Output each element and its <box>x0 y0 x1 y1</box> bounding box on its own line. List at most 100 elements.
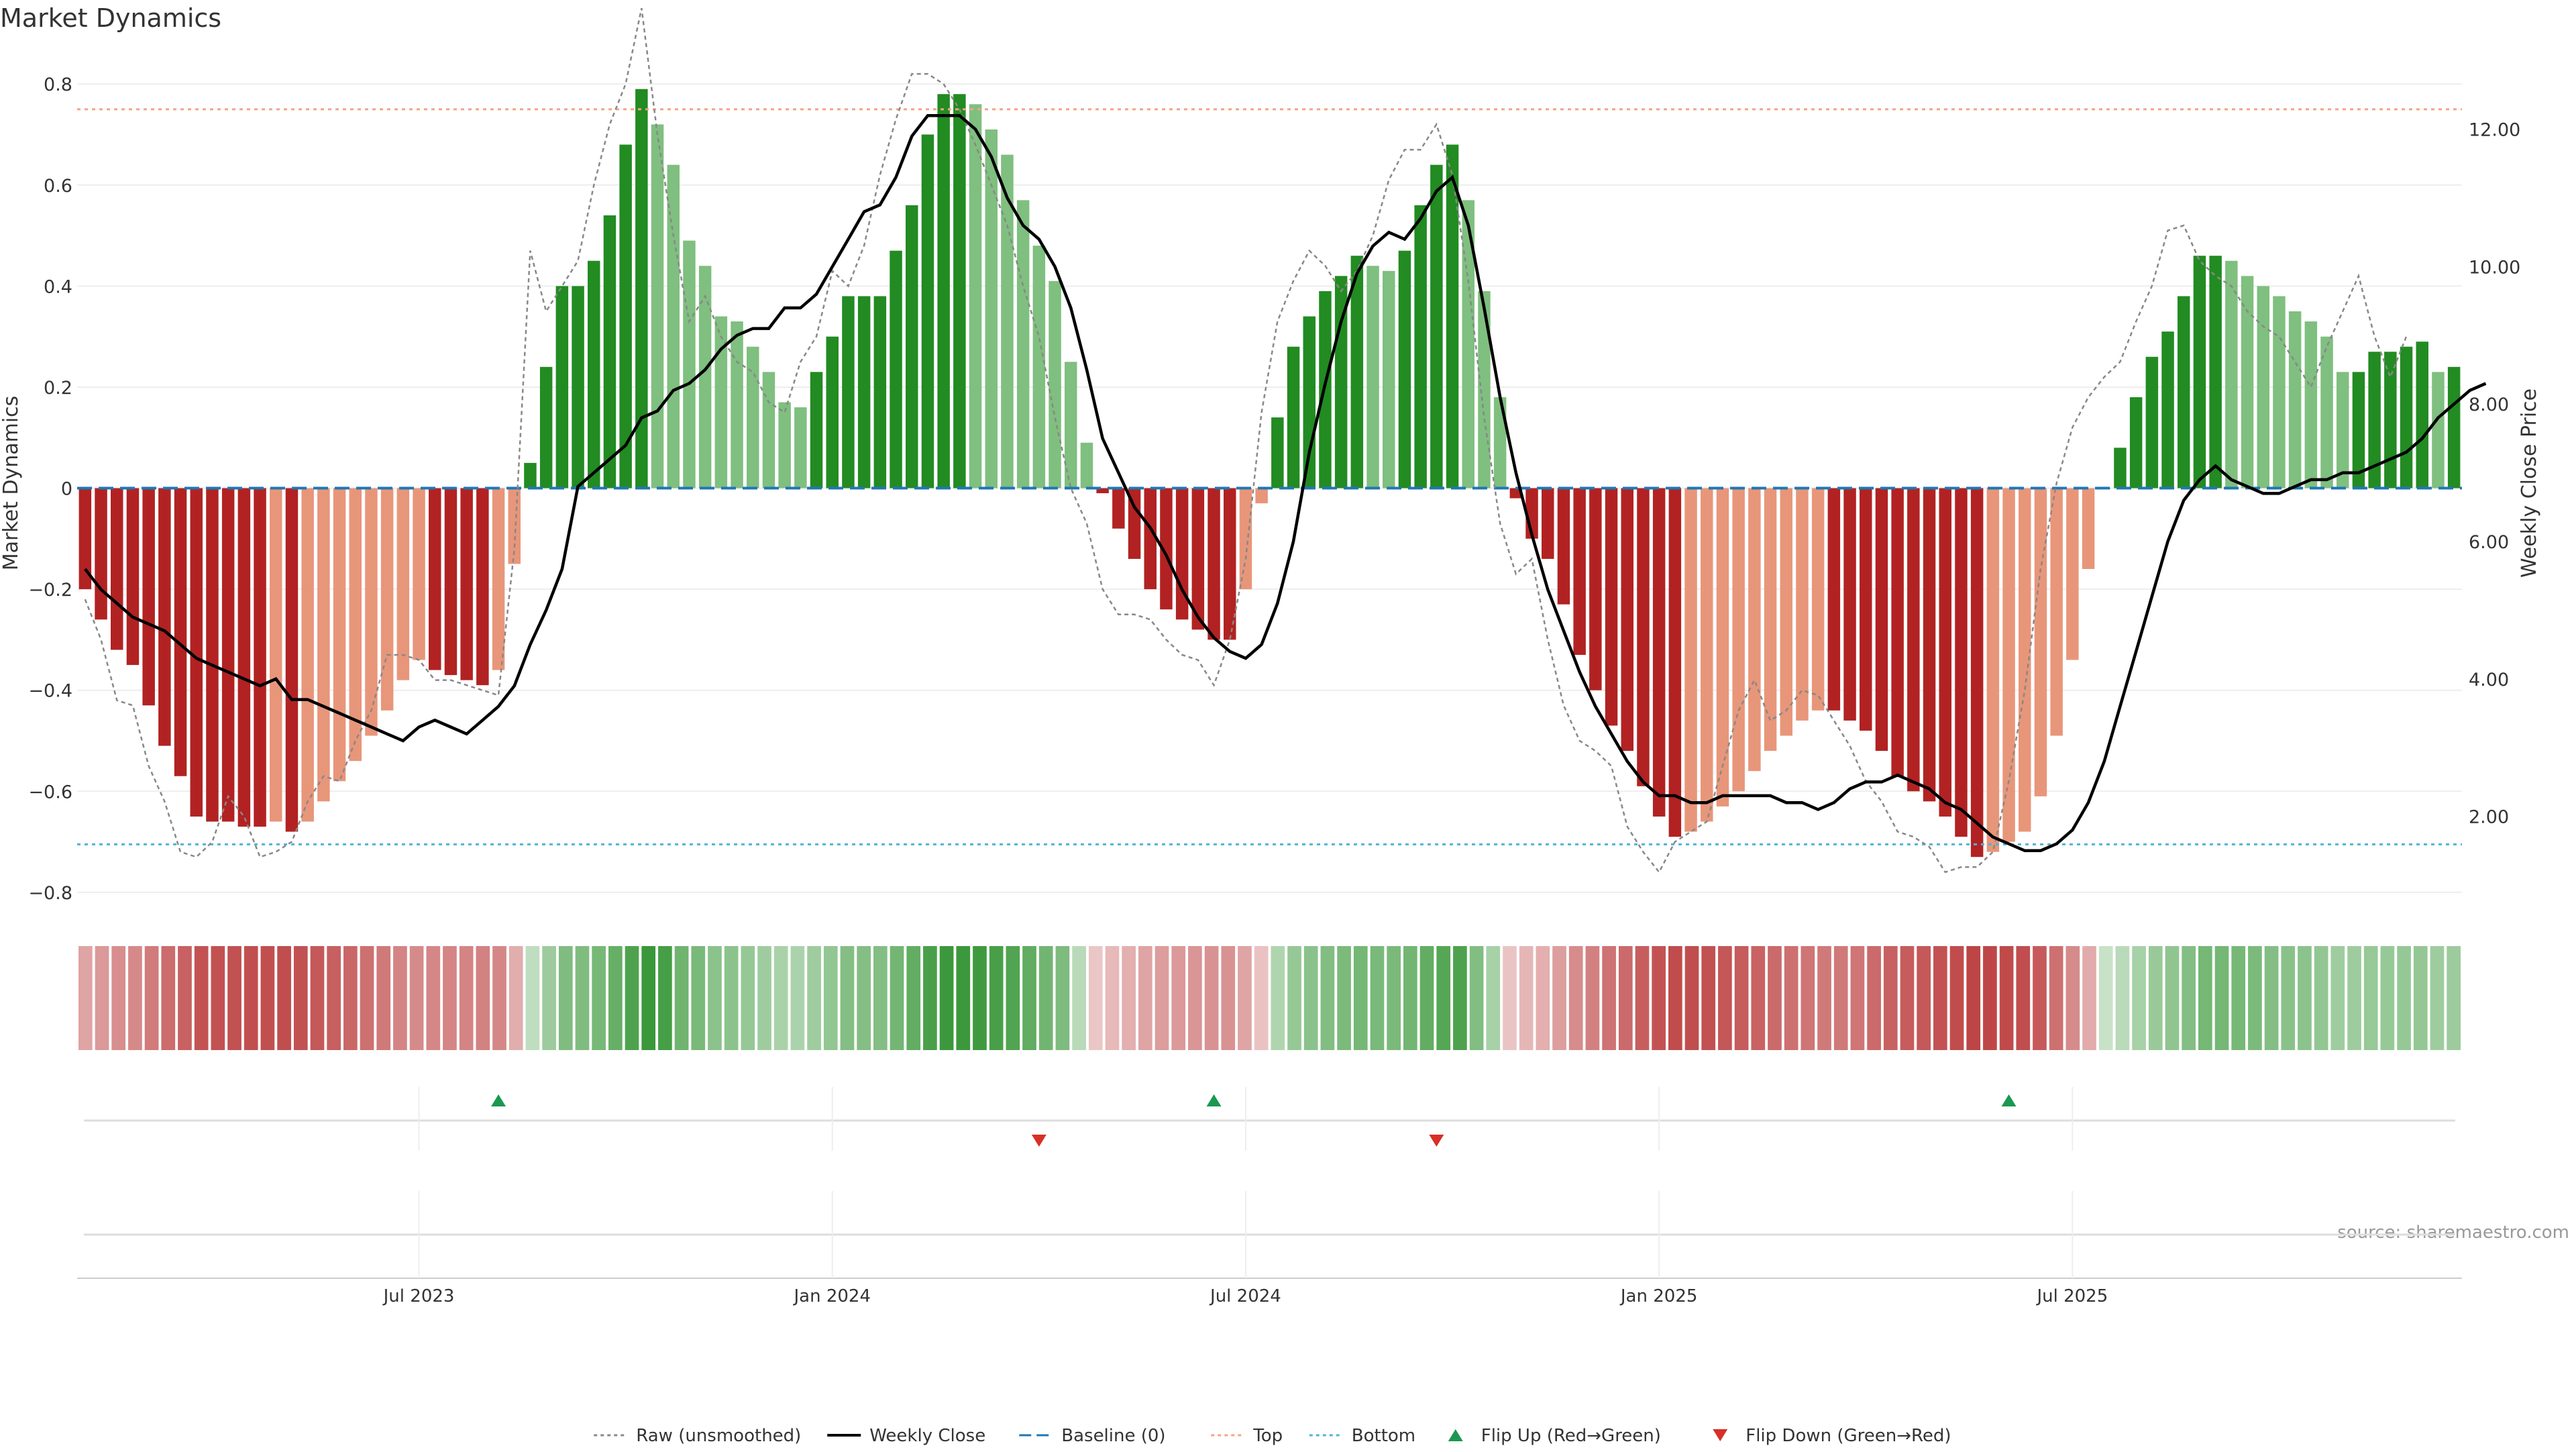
bar <box>794 407 807 488</box>
bar <box>747 346 759 488</box>
bar <box>826 336 839 488</box>
bar <box>413 488 425 660</box>
legend-label: Flip Up (Red→Green) <box>1481 1426 1661 1446</box>
x-tick-label: Jul 2023 <box>382 1286 455 1306</box>
heatmap-cell <box>857 946 871 1050</box>
bar <box>1160 488 1173 610</box>
heatmap-cell <box>2065 946 2080 1050</box>
heatmap-cell <box>508 946 523 1050</box>
heatmap-cell <box>409 946 424 1050</box>
bar <box>873 296 887 488</box>
bar <box>1303 316 1316 488</box>
bar <box>2304 321 2318 488</box>
heatmap-cell <box>1949 946 1964 1050</box>
bar <box>698 266 712 488</box>
y-tick-right: 10.00 <box>2469 257 2520 278</box>
bar <box>953 94 966 488</box>
y-tick-left: 0.6 <box>44 176 72 197</box>
bar <box>1446 144 1459 488</box>
heatmap-cell <box>1188 946 1202 1050</box>
bar <box>333 488 346 782</box>
bar <box>2416 342 2428 488</box>
heatmap-cell <box>443 946 457 1050</box>
bar <box>1668 488 1682 837</box>
heatmap-cell <box>641 946 656 1050</box>
bar <box>2019 488 2031 832</box>
heatmap-cell <box>178 946 192 1050</box>
y-tick-right: 8.00 <box>2469 395 2509 415</box>
x-tick-label: Jan 2024 <box>792 1286 871 1306</box>
bar <box>429 488 441 670</box>
bar <box>1239 488 1252 590</box>
bar <box>842 296 855 488</box>
bar <box>683 240 696 488</box>
bar <box>190 488 203 817</box>
heatmap-cell <box>2397 946 2411 1050</box>
heatmap-cell <box>2347 946 2361 1050</box>
bar <box>1462 200 1474 488</box>
heatmap-cell <box>2413 946 2428 1050</box>
heatmap-cell <box>1122 946 1136 1050</box>
bar <box>2034 488 2047 796</box>
bar <box>1986 488 2000 852</box>
bar <box>78 488 92 590</box>
bar <box>937 94 950 488</box>
heatmap-cell <box>1254 946 1269 1050</box>
bar <box>2368 352 2381 488</box>
heatmap-cell <box>1867 946 1881 1050</box>
bar <box>1652 488 1666 817</box>
bar <box>2082 488 2095 569</box>
flip-up-marker <box>491 1094 506 1106</box>
heatmap-cell <box>327 946 341 1050</box>
heatmap-cell <box>492 946 506 1050</box>
heatmap-cell <box>890 946 904 1050</box>
heatmap-cell <box>1900 946 1915 1050</box>
bar <box>1016 200 1030 488</box>
heatmap-cell <box>2132 946 2146 1050</box>
bar <box>158 488 171 746</box>
chart-title: Market Dynamics <box>0 3 221 33</box>
heatmap-cell <box>78 946 93 1050</box>
axis-layer: 0.8 0.6 0.4 0.2 0 −0.2 −0.4 −0.6 −0.8 12.00 10.00 8… <box>28 74 2520 904</box>
heatmap-cell <box>823 946 838 1050</box>
bar <box>2050 488 2063 736</box>
bar <box>1287 346 1300 488</box>
bar <box>2066 488 2079 660</box>
heatmap-cell <box>2281 946 2296 1050</box>
heatmap-cell <box>360 946 374 1050</box>
heatmap-cell <box>2330 946 2345 1050</box>
heatmap-cell <box>1204 946 1219 1050</box>
bar <box>1208 488 1220 640</box>
bar <box>1049 280 1061 488</box>
heatmap-cell <box>2198 946 2212 1050</box>
legend-item: Flip Up (Red→Green) <box>1448 1426 1661 1446</box>
bar <box>2273 296 2286 488</box>
heatmap-cell <box>873 946 888 1050</box>
legend-item: Flip Down (Green→Red) <box>1713 1426 1951 1446</box>
bar <box>476 488 489 686</box>
bar <box>2193 256 2206 488</box>
bar <box>2257 286 2269 488</box>
bar <box>508 488 521 564</box>
heatmap-cell <box>1684 946 1699 1050</box>
heatmap-cell <box>1519 946 1534 1050</box>
bottom-panel: Jul 2023 Jan 2024 Jul 2024 Jan 2025 Jul 2025 <box>77 1191 2462 1306</box>
bar <box>396 488 410 680</box>
legend-label: Weekly Close <box>869 1426 985 1446</box>
bar <box>2002 488 2015 842</box>
heatmap-cell <box>840 946 855 1050</box>
bar <box>2161 331 2174 488</box>
bar <box>2178 296 2190 488</box>
heatmap-cell <box>161 946 176 1050</box>
heatmap-cell <box>2165 946 2180 1050</box>
bar <box>2337 372 2349 488</box>
heatmap-cell <box>939 946 954 1050</box>
heatmap-cell <box>1801 946 1815 1050</box>
x-tick-label: Jan 2025 <box>1619 1286 1698 1306</box>
bar <box>2288 311 2302 488</box>
heatmap-cell <box>1370 946 1385 1050</box>
weekly-close-line <box>84 113 2487 853</box>
bar <box>810 372 823 488</box>
heatmap-cell <box>558 946 573 1050</box>
raw-line <box>84 7 2408 874</box>
